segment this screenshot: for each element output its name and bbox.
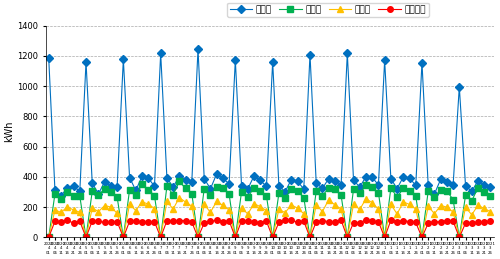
自家消費 (46, 236, 52, 239)
売電量 (176, 196, 182, 199)
買電量 (307, 53, 313, 56)
発電量 (176, 180, 182, 183)
売電量 (46, 236, 52, 239)
買電量 (338, 183, 344, 186)
売電量 (301, 212, 307, 215)
売電量 (201, 203, 207, 206)
自家消費 (108, 221, 114, 224)
買電量 (114, 185, 120, 188)
買電量 (58, 194, 64, 197)
自家消費 (488, 219, 494, 222)
自家消費 (195, 236, 201, 239)
買電量 (462, 184, 468, 187)
売電量 (488, 210, 494, 213)
発電量 (350, 188, 356, 191)
売電量 (350, 203, 356, 206)
売電量 (152, 207, 158, 210)
発電量 (152, 194, 158, 197)
自家消費 (326, 220, 332, 223)
買電量 (357, 185, 363, 189)
売電量 (108, 205, 114, 208)
買電量 (208, 187, 214, 190)
発電量 (332, 188, 338, 191)
自家消費 (344, 236, 350, 239)
Legend: 買電量, 発電量, 売電量, 自家消費: 買電量, 発電量, 売電量, 自家消費 (227, 3, 428, 17)
買電量 (195, 48, 201, 51)
発電量 (301, 196, 307, 199)
自家消費 (152, 220, 158, 223)
買電量 (46, 56, 52, 59)
発電量 (108, 191, 114, 194)
売電量 (332, 203, 338, 206)
Y-axis label: kWh: kWh (4, 121, 14, 142)
買電量 (488, 186, 494, 189)
Line: 売電量: 売電量 (46, 195, 493, 240)
Line: 自家消費: 自家消費 (46, 217, 493, 240)
自家消費 (294, 221, 300, 224)
発電量 (201, 187, 207, 190)
Line: 買電量: 買電量 (46, 47, 493, 199)
自家消費 (363, 218, 369, 221)
発電量 (488, 195, 494, 198)
Line: 発電量: 発電量 (46, 179, 493, 240)
発電量 (46, 236, 52, 239)
